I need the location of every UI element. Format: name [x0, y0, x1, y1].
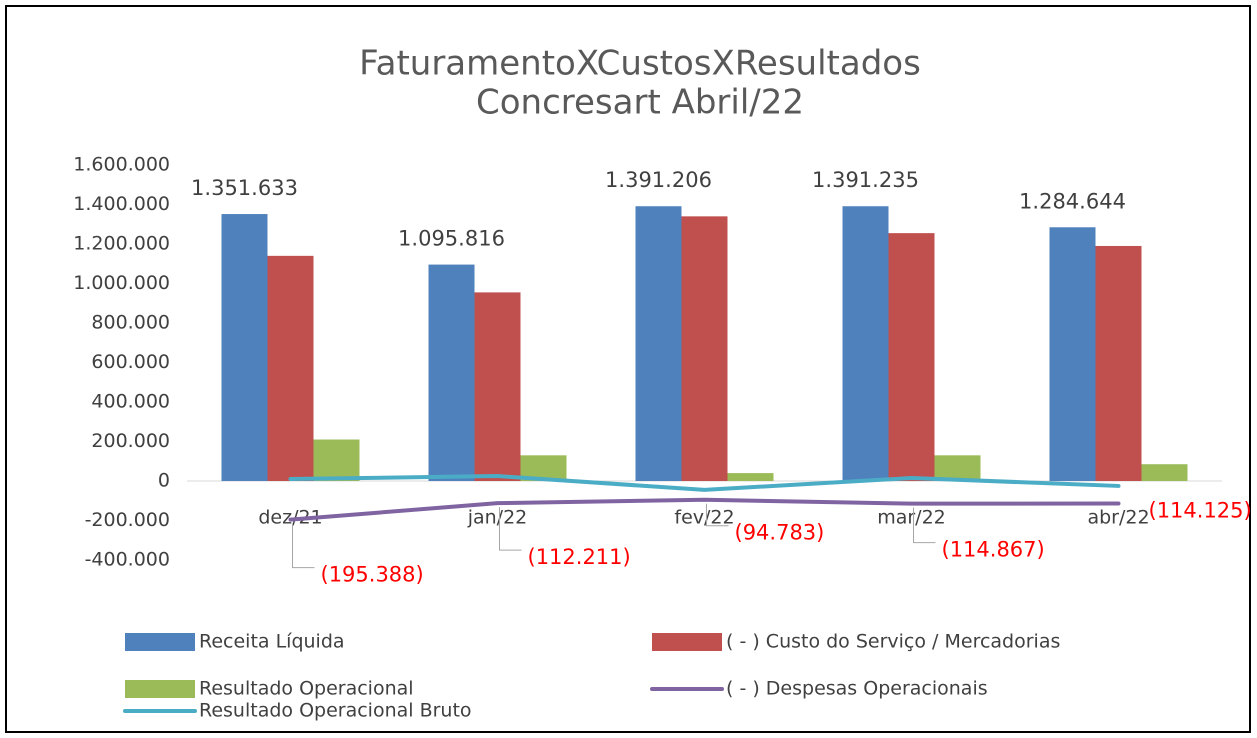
bar	[842, 206, 889, 482]
legend-label: Resultado Operacional	[199, 678, 414, 700]
legend-swatch	[125, 633, 195, 651]
data-label: (114.867)	[942, 538, 1045, 562]
leader-line	[913, 507, 936, 544]
x-tick-label: dez/21	[258, 507, 322, 529]
data-label: (94.783)	[735, 521, 825, 545]
legend-label: Receita Líquida	[199, 631, 345, 653]
y-tick-label: 800.000	[91, 312, 170, 334]
data-label: 1.391.235	[812, 168, 919, 192]
bar	[313, 439, 360, 481]
chart-title: FaturamentoXCustosXResultados	[359, 44, 921, 84]
data-label: (112.211)	[528, 545, 631, 569]
x-tick-label: fev/22	[674, 507, 734, 529]
y-tick-label: -200.000	[85, 509, 170, 531]
y-tick-label: 1.400.000	[73, 193, 170, 215]
x-tick-label: jan/22	[467, 507, 528, 529]
bar	[888, 233, 935, 481]
y-tick-label: 0	[158, 470, 170, 492]
bar	[428, 264, 475, 481]
data-label: 1.391.206	[605, 168, 712, 192]
y-tick-label: 1.000.000	[73, 272, 170, 294]
legend-label: ( - ) Custo do Serviço / Mercadorias	[726, 631, 1060, 653]
leader-line	[706, 503, 729, 527]
bar	[934, 455, 981, 481]
line-series	[288, 474, 1121, 492]
y-tick-label: -400.000	[85, 549, 170, 571]
chart-subtitle: Concresart Abril/22	[476, 83, 804, 123]
y-tick-label: 1.600.000	[73, 154, 170, 176]
line-series	[288, 497, 1121, 522]
legend-swatch	[125, 680, 195, 698]
bar	[1095, 245, 1142, 481]
bar	[267, 255, 314, 481]
bar	[635, 206, 682, 481]
data-label: (114.125)	[1149, 499, 1252, 523]
legend-label: Resultado Operacional Bruto	[199, 700, 472, 722]
y-tick-label: 600.000	[91, 351, 170, 373]
y-tick-label: 200.000	[91, 430, 170, 452]
chart-border	[5, 5, 1251, 733]
leader-line	[499, 507, 522, 551]
data-label: 1.351.633	[191, 176, 298, 200]
bar	[681, 216, 728, 481]
data-label: (195.388)	[321, 563, 424, 587]
x-tick-label: mar/22	[877, 507, 946, 529]
bar	[1141, 464, 1188, 481]
data-label: 1.284.644	[1019, 189, 1126, 213]
x-tick-label: abr/22	[1087, 507, 1149, 529]
bar	[474, 292, 521, 481]
legend-swatch	[652, 633, 722, 651]
bar	[727, 473, 774, 481]
y-tick-label: 1.200.000	[73, 233, 170, 255]
y-tick-label: 400.000	[91, 391, 170, 413]
legend-label: ( - ) Despesas Operacionais	[726, 678, 988, 700]
bar	[1049, 227, 1096, 481]
leader-line	[292, 523, 315, 569]
bar	[221, 214, 268, 481]
data-label: 1.095.816	[398, 227, 505, 251]
